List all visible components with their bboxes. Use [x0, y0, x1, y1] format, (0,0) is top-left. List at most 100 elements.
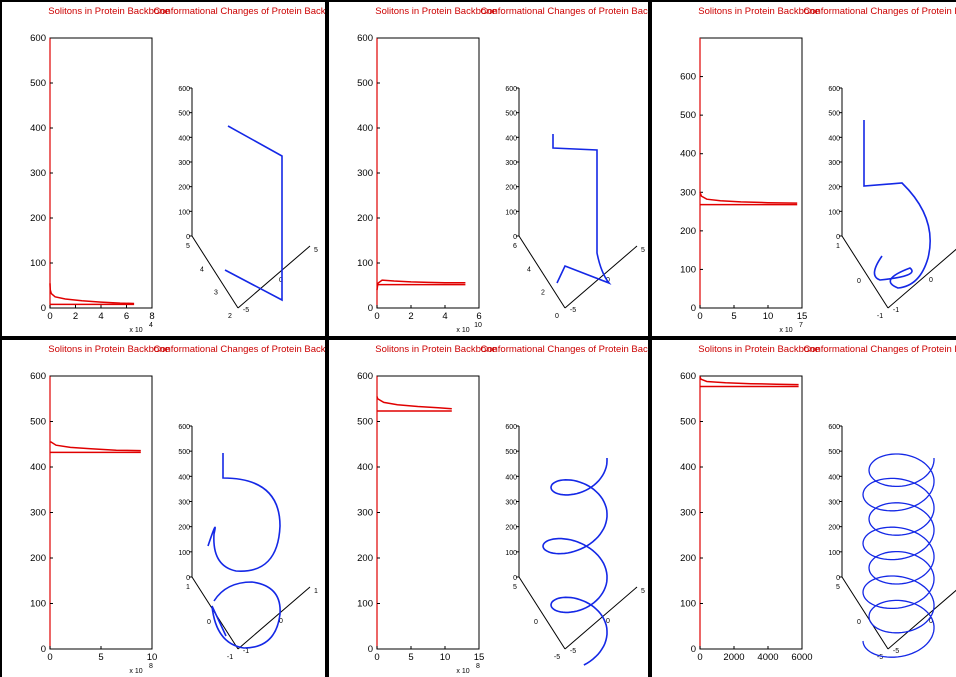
z-tick-label: 400: [505, 474, 517, 481]
z-tick-label: 300: [828, 160, 840, 167]
y-tick-label: 300: [680, 508, 696, 519]
axis-a-tick-label: 5: [641, 247, 645, 254]
y-tick-label: 300: [357, 508, 373, 519]
z-tick-label: 500: [178, 111, 190, 118]
z-tick-label: 200: [505, 525, 517, 532]
y-tick-label: 600: [30, 33, 46, 44]
base-axis-b: [841, 576, 889, 650]
right-plot-title: Conformational Changes of Protein Backbo…: [803, 6, 956, 17]
conformation-plot: 0 100 200 300 400 500 600 5 4 3 2 5 0 -5: [178, 86, 318, 320]
y-tick-label: 0: [691, 644, 696, 655]
backbone-curve: [863, 120, 931, 289]
panel-svg: Solitons in Protein Backbone010020030040…: [680, 6, 956, 334]
x-tick-label: 6000: [791, 652, 812, 663]
y-tick-label: 200: [680, 553, 696, 564]
axis-b-tick-label: 5: [836, 584, 840, 591]
axis-a-tick-label: 5: [641, 588, 645, 595]
z-tick-label: 300: [178, 160, 190, 167]
z-tick-label: 500: [178, 449, 190, 456]
axis-a-tick-label: -5: [570, 648, 576, 655]
panel-svg: Solitons in Protein Backbone010020030040…: [30, 344, 325, 675]
y-tick-label: 500: [30, 417, 46, 428]
left-plot-title: Solitons in Protein Backbone: [698, 6, 819, 17]
figure-panel-1: Solitons in Protein Backbone 0 100 200 300 40…: [2, 2, 325, 336]
axis-a-tick-label: 0: [606, 618, 610, 625]
base-axis-b: [518, 235, 566, 309]
axis-b-tick-label: 0: [857, 619, 861, 626]
left-plot-title: Solitons in Protein Backbone: [698, 344, 819, 355]
base-axis-a: [564, 586, 638, 650]
right-plot-title: Conformational Changes of Protein Backbo…: [803, 344, 956, 355]
y-tick-label: 500: [357, 417, 373, 428]
conformation-plot: 0 100 200 300 400 500 600 5 0 -5 5 0 -5: [505, 424, 645, 666]
base-axis-a: [237, 586, 311, 650]
axis-b-tick-label: 2: [541, 290, 545, 297]
z-tick-label: 300: [178, 500, 190, 507]
y-tick-label: 0: [691, 303, 696, 314]
base-axis-b: [518, 576, 566, 650]
axis-b-tick-label: 5: [513, 584, 517, 591]
axis-a-tick-label: -5: [893, 648, 899, 655]
left-plot-title: Solitons in Protein Backbone: [48, 6, 169, 17]
axis-a-tick-label: 0: [929, 277, 933, 284]
panel-svg: Solitons in Protein Backbone010020030040…: [680, 344, 956, 663]
left-plot-frame: [699, 375, 803, 650]
right-plot-title: Conformational Changes of Protein Backbo…: [153, 6, 325, 17]
left-plot-title: Solitons in Protein Backbone: [375, 6, 496, 17]
axis-a-tick-label: 0: [279, 277, 283, 284]
x-tick-label: 0: [697, 311, 702, 322]
figure-panel-5: Solitons in Protein Backbone 0 100 200 300 40…: [329, 340, 648, 677]
x-exponent-power: 8: [476, 663, 480, 670]
y-tick-label: 100: [680, 599, 696, 610]
z-tick-label: 200: [178, 525, 190, 532]
z-tick-label: 600: [178, 424, 190, 431]
x-tick-label: 15: [474, 652, 485, 663]
axis-a-tick-label: -1: [243, 648, 249, 655]
soliton-series-line: [50, 441, 141, 452]
y-tick-label: 500: [30, 78, 46, 89]
y-tick-label: 600: [357, 33, 373, 44]
left-plot-title: Solitons in Protein Backbone: [48, 344, 169, 355]
right-plot-title: Conformational Changes of Protein Backbo…: [480, 6, 648, 17]
soliton-series-line: [699, 192, 798, 204]
y-tick-label: 100: [30, 258, 46, 269]
z-tick-label: 500: [505, 111, 517, 118]
x-tick-label: 2: [73, 311, 78, 322]
x-tick-label: 2: [408, 311, 413, 322]
axis-a-tick-label: 1: [314, 588, 318, 595]
axis-a-tick-label: -5: [570, 307, 576, 314]
y-tick-label: 400: [30, 123, 46, 134]
axis-b-tick-label: 6: [513, 243, 517, 250]
panel-svg: Solitons in Protein Backbone010020030040…: [357, 344, 648, 675]
backbone-curve: [552, 134, 612, 285]
y-tick-label: 100: [30, 599, 46, 610]
x-exponent-label: x 10: [129, 668, 142, 675]
x-tick-label: 6: [476, 311, 481, 322]
z-tick-label: 500: [505, 449, 517, 456]
z-tick-label: 500: [828, 111, 840, 118]
axis-b-tick-label: 5: [186, 243, 190, 250]
x-exponent-power: 4: [149, 322, 153, 329]
base-axis-b: [191, 235, 239, 309]
y-tick-label: 0: [41, 644, 46, 655]
axis-a-tick-label: -1: [893, 307, 899, 314]
x-tick-label: 10: [147, 652, 158, 663]
x-tick-label: 6: [124, 311, 129, 322]
soliton-series-line: [49, 283, 135, 305]
y-tick-label: 600: [30, 371, 46, 382]
z-tick-label: 300: [505, 500, 517, 507]
axis-b-tick-label: 0: [534, 619, 538, 626]
x-tick-label: 5: [731, 311, 736, 322]
panel-svg: Solitons in Protein Backbone010020030040…: [30, 6, 325, 334]
y-tick-label: 600: [680, 371, 696, 382]
y-tick-label: 500: [680, 417, 696, 428]
backbone-curve: [224, 125, 283, 302]
x-tick-label: 0: [697, 652, 702, 663]
x-tick-label: 5: [98, 652, 103, 663]
x-tick-label: 8: [149, 311, 154, 322]
y-tick-label: 500: [680, 110, 696, 121]
axis-b-tick-label: 4: [527, 266, 531, 273]
